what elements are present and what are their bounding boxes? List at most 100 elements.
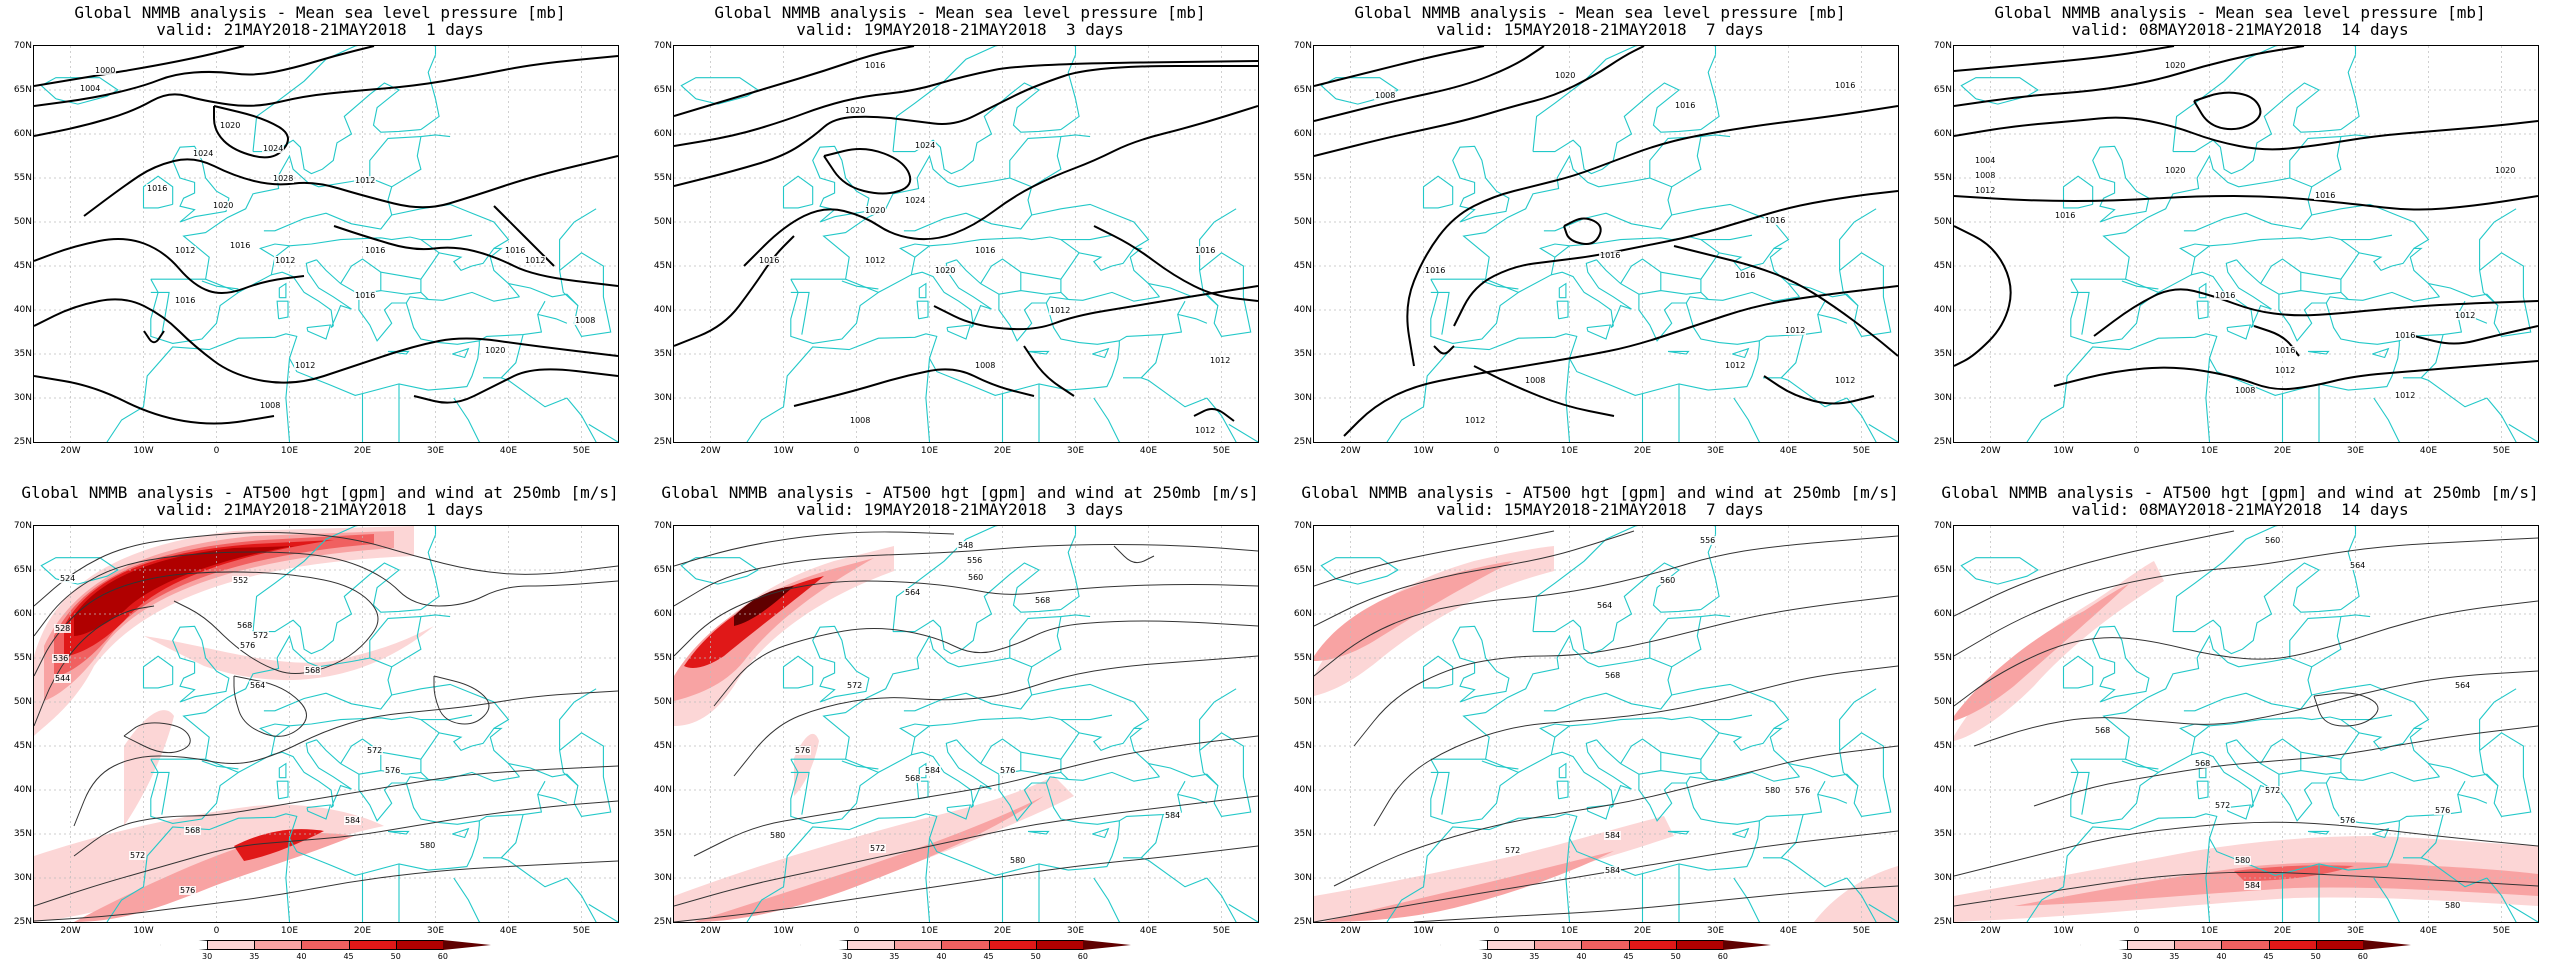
isobar <box>413 368 618 404</box>
latitude-label: 30N <box>1933 873 1952 883</box>
contour-label: 1020 <box>1554 71 1577 80</box>
contour-label: 1020 <box>934 266 957 275</box>
longitude-label: 40E <box>1779 926 1798 936</box>
longitude-label: 20E <box>993 446 1012 456</box>
latitude-label: 55N <box>1933 173 1952 183</box>
contour-label: 1012 <box>2274 366 2297 375</box>
latitude-label: 35N <box>653 829 672 839</box>
contour-label: 560 <box>2264 536 2282 545</box>
latitude-label: 50N <box>653 697 672 707</box>
longitude-label: 10E <box>920 446 939 456</box>
contour-label: 560 <box>967 573 985 582</box>
latitude-label: 60N <box>1293 609 1312 619</box>
jet-shade <box>74 833 354 922</box>
panel-title: Global NMMB analysis - AT500 hgt [gpm] a… <box>1301 483 1899 502</box>
colorbar-tick-label: 50 <box>1030 952 1041 961</box>
contour-label: 584 <box>924 766 942 775</box>
height-contour <box>713 620 1258 707</box>
contour-label: 1008 <box>259 401 282 410</box>
isobar <box>1314 46 1545 122</box>
isobar <box>1453 190 1898 327</box>
latitude-label: 70N <box>653 521 672 531</box>
contour-label: 1016 <box>2394 331 2417 340</box>
isobar <box>674 235 795 347</box>
map-frame: 1000 1004 1016 1020 1024 1028 1024 1020 1016 1012… <box>33 45 619 443</box>
contour-label: 1020 <box>484 346 507 355</box>
contour-label: 1008 <box>2234 386 2257 395</box>
latitude-label: 40N <box>1293 305 1312 315</box>
colorbar-tick-label: 45 <box>1623 952 1634 961</box>
latitude-label: 65N <box>653 565 672 575</box>
longitude-label: 50E <box>2492 446 2511 456</box>
latitude-label: 40N <box>1293 785 1312 795</box>
isobar <box>1954 194 2538 211</box>
contour-label: 1028 <box>272 174 295 183</box>
contour-label: 568 <box>304 666 322 675</box>
isobar <box>1314 46 1645 157</box>
jet-shade <box>2014 862 2538 906</box>
longitude-label: 20E <box>2273 926 2292 936</box>
map-panel: Global NMMB analysis - AT500 hgt [gpm] a… <box>0 480 640 960</box>
isobar <box>1343 285 1898 437</box>
panel-title-block: Global NMMB analysis - AT500 hgt [gpm] a… <box>0 484 640 518</box>
longitude-label: 20W <box>700 446 721 456</box>
longitude-label: 50E <box>1212 926 1231 936</box>
colorbar-tick-label: 30 <box>1482 952 1493 961</box>
contour-label: 1012 <box>1974 186 1997 195</box>
jet-shade <box>1314 546 1554 696</box>
panel-valid-period: valid: 15MAY2018-21MAY2018 7 days <box>1436 20 1764 39</box>
longitude-label: 40E <box>499 926 518 936</box>
contour-label: 576 <box>2434 806 2452 815</box>
contour-label: 1020 <box>212 201 235 210</box>
latitude-label: 25N <box>1293 437 1312 447</box>
colorbar-segment <box>1675 940 1724 950</box>
map-frame: 524 528 536 544 552 568 572 576 564 568 572 576 580 5… <box>33 525 619 923</box>
map-frame: 1016 1020 1024 1020 1024 1016 1012 1016 1008 1012… <box>673 45 1259 443</box>
latitude-label: 55N <box>1933 653 1952 663</box>
height-contour <box>73 765 618 857</box>
panel-title-block: Global NMMB analysis - Mean sea level pr… <box>1280 4 1920 38</box>
longitude-label: 0 <box>213 926 220 936</box>
contour-label: 1012 <box>1049 306 1072 315</box>
colorbar-segment <box>207 940 256 950</box>
height-contour <box>123 722 191 754</box>
colorbar-tick-label: 60 <box>1717 952 1728 961</box>
colorbar-segment <box>1628 940 1677 950</box>
longitude-label: 30E <box>1706 446 1725 456</box>
longitude-label: 40E <box>2419 926 2438 936</box>
contour-label: 1016 <box>229 241 252 250</box>
latitude-label: 45N <box>653 261 672 271</box>
latitude-label: 30N <box>1293 873 1312 883</box>
colorbar-tick-label: 45 <box>2263 952 2274 961</box>
height-contour <box>34 551 618 637</box>
isobar <box>1093 225 1258 302</box>
colorbar-tick-label: 60 <box>2357 952 2368 961</box>
latitude-label: 55N <box>653 653 672 663</box>
longitude-label: 10W <box>2053 446 2074 456</box>
colorbar-segment <box>1534 940 1583 950</box>
jet-shade <box>684 576 824 668</box>
longitude-label: 50E <box>572 446 591 456</box>
isobar <box>34 46 375 107</box>
height-contour <box>1954 871 2538 907</box>
latitude-label: 50N <box>653 217 672 227</box>
contour-label: 1012 <box>1834 376 1857 385</box>
colorbar-3: 30 35 40 45 50 60 <box>1440 940 1771 961</box>
isobar <box>2253 325 2300 357</box>
height-contour <box>1333 745 1898 887</box>
contour-label: 580 <box>1009 856 1027 865</box>
colorbar-tick-label: 35 <box>2169 952 2180 961</box>
latitude-label: 35N <box>1293 829 1312 839</box>
latitude-label: 25N <box>13 917 32 927</box>
isobar <box>674 60 1258 147</box>
isobar <box>2413 325 2538 345</box>
colorbar-tick-label: 40 <box>2216 952 2227 961</box>
map-frame: 548 556 560 564 568 572 576 580 584 568 572 576 580 5… <box>673 525 1259 923</box>
longitude-label: 0 <box>853 446 860 456</box>
latitude-label: 40N <box>13 785 32 795</box>
contour-label: 1020 <box>864 206 887 215</box>
panel-title: Global NMMB analysis - AT500 hgt [gpm] a… <box>21 483 619 502</box>
jet-shade <box>1314 816 1674 922</box>
contour-label: 576 <box>999 766 1017 775</box>
contour-label: 1008 <box>574 316 597 325</box>
